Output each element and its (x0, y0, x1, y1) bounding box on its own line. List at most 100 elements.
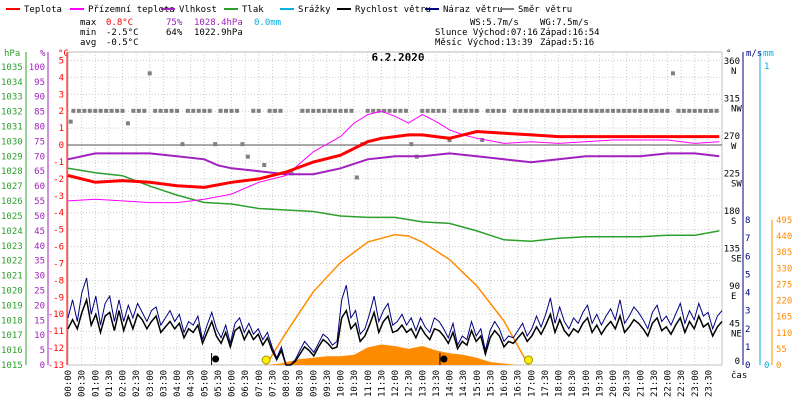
wind-direction-point (68, 119, 73, 124)
legend-label: Náraz větru (443, 5, 503, 15)
x-tick-label: 02:30 (132, 370, 142, 397)
wind-direction-point (267, 108, 272, 113)
x-tick-label: 01:00 (91, 370, 101, 397)
wind-direction-point (191, 108, 196, 113)
wind-direction-point (71, 108, 76, 113)
axis-solar-tick: 220 (776, 297, 792, 307)
wind-direction-point (104, 108, 109, 113)
wind-direction-point (256, 108, 261, 113)
axis-solar-tick: 55 (776, 345, 787, 355)
axis-winddir-name: E (731, 292, 736, 302)
wind-direction-point (583, 108, 588, 113)
legend-label: Vlhkost (179, 5, 217, 15)
axis-temp-tick: -8 (53, 276, 64, 286)
wind-direction-point (540, 108, 545, 113)
wind-direction-point (185, 108, 190, 113)
stat-sun: Slunce Východ:07:16 (435, 28, 538, 38)
wind-direction-point (442, 108, 447, 113)
wind-direction-point (534, 108, 539, 113)
axis-pressure-tick: 1016 (1, 346, 23, 356)
wind-direction-point (365, 108, 370, 113)
x-tick-label: 16:00 (500, 370, 510, 397)
sun-marker (524, 355, 534, 365)
x-tick-label: 06:30 (241, 370, 251, 397)
axis-pressure-tick: 1021 (1, 272, 23, 282)
x-tick-label: 19:00 (582, 370, 592, 397)
sun-elevation-curve (265, 233, 530, 366)
temperature-line (67, 129, 720, 189)
wind-direction-point (87, 108, 92, 113)
axis-hpa-title: hPa (4, 49, 20, 59)
axis-humidity-tick: 75 (34, 137, 45, 147)
wind-direction-point (338, 108, 343, 113)
stat-min-press: 1022.9hPa (194, 28, 243, 38)
axis-pct-title: % (40, 49, 46, 59)
x-tick-label: 13:00 (418, 370, 428, 397)
wind-direction-point (670, 71, 675, 76)
wind-direction-point (643, 108, 648, 113)
x-tick-label: 00:00 (64, 370, 74, 397)
stat-wg: WG:7.5m/s (540, 18, 589, 28)
x-tick-label: 00:30 (78, 370, 88, 397)
x-tick-label: 13:30 (432, 370, 442, 397)
wind-speed-line (67, 296, 723, 366)
axis-solar-tick: 165 (776, 313, 792, 323)
wind-direction-point (180, 142, 185, 147)
x-axis: 00:00 00:30 01:00 01:30 02:00 02:30 03:00 03:30… (64, 370, 714, 397)
axis-pressure-tick: 1024 (1, 227, 23, 237)
wind-direction-point (665, 108, 670, 113)
stat-moon: Měsíc Východ:13:39 (435, 38, 533, 48)
axis-wind-tick: 1 (745, 343, 750, 353)
axis-winddir-tick: 0 (735, 357, 740, 367)
legend-label: Teplota (24, 5, 62, 15)
wind-direction-point (681, 108, 686, 113)
x-tick-label: 05:00 (200, 370, 210, 397)
x-tick-label: 11:00 (364, 370, 374, 397)
axis-solar-tick: 110 (776, 329, 792, 339)
x-tick-label: 10:30 (350, 370, 360, 397)
axis-solar-tick: 275 (776, 280, 792, 290)
axis-humidity-tick: 60 (34, 182, 45, 192)
x-tick-label: 04:00 (173, 370, 183, 397)
stat-moon-set: Západ:5:16 (540, 38, 594, 48)
sun-marker (261, 355, 271, 365)
x-tick-label: 16:30 (514, 370, 524, 397)
axis-mm-title: mm (763, 49, 774, 59)
axis-humidity-tick: 0 (40, 361, 45, 371)
wind-direction-point (469, 108, 474, 113)
wind-direction-point (213, 142, 218, 147)
x-tick-label: 20:30 (623, 370, 633, 397)
wind-direction-point (692, 108, 697, 113)
axis-pressure-tick: 1033 (1, 93, 23, 103)
axis-temp-tick: 2 (59, 107, 64, 117)
x-tick-label: 04:30 (187, 370, 197, 397)
axis-humidity-tick: 45 (34, 227, 45, 237)
wind-direction-point (125, 121, 130, 126)
wind-direction-point (425, 108, 430, 113)
wind-direction-point (518, 108, 523, 113)
wind-direction-point (349, 108, 354, 113)
x-tick-label: 08:00 (282, 370, 292, 397)
axis-deg-title: ° (726, 49, 731, 59)
axis-pressure-tick: 1030 (1, 137, 23, 147)
legend-label: Srážky (298, 5, 331, 15)
axis-wind-tick: 8 (745, 216, 750, 226)
axis-temp-tick: 3 (59, 90, 64, 100)
wind-direction-point (343, 108, 348, 113)
wind-direction-point (371, 108, 376, 113)
axis-temp-tick: -9 (53, 293, 64, 303)
wind-direction-point (447, 138, 452, 142)
wind-direction-point (153, 108, 158, 113)
axis-wind-tick: 5 (745, 270, 750, 280)
axis-temp-tick: -12 (48, 344, 64, 354)
wind-direction-point (409, 142, 414, 147)
axis-temp-tick: -2 (53, 175, 64, 185)
axis-winddir-tick: 270 (724, 132, 740, 142)
x-tick-label: 23:00 (691, 370, 701, 397)
axis-rain-tick: 0 (764, 361, 769, 371)
axis-temp-tick: -1 (53, 158, 64, 168)
x-tick-label: 22:30 (677, 370, 687, 397)
wind-direction-point (273, 108, 278, 113)
x-tick-label: 14:30 (459, 370, 469, 397)
axis-winddir-tick: 315 (724, 95, 740, 105)
